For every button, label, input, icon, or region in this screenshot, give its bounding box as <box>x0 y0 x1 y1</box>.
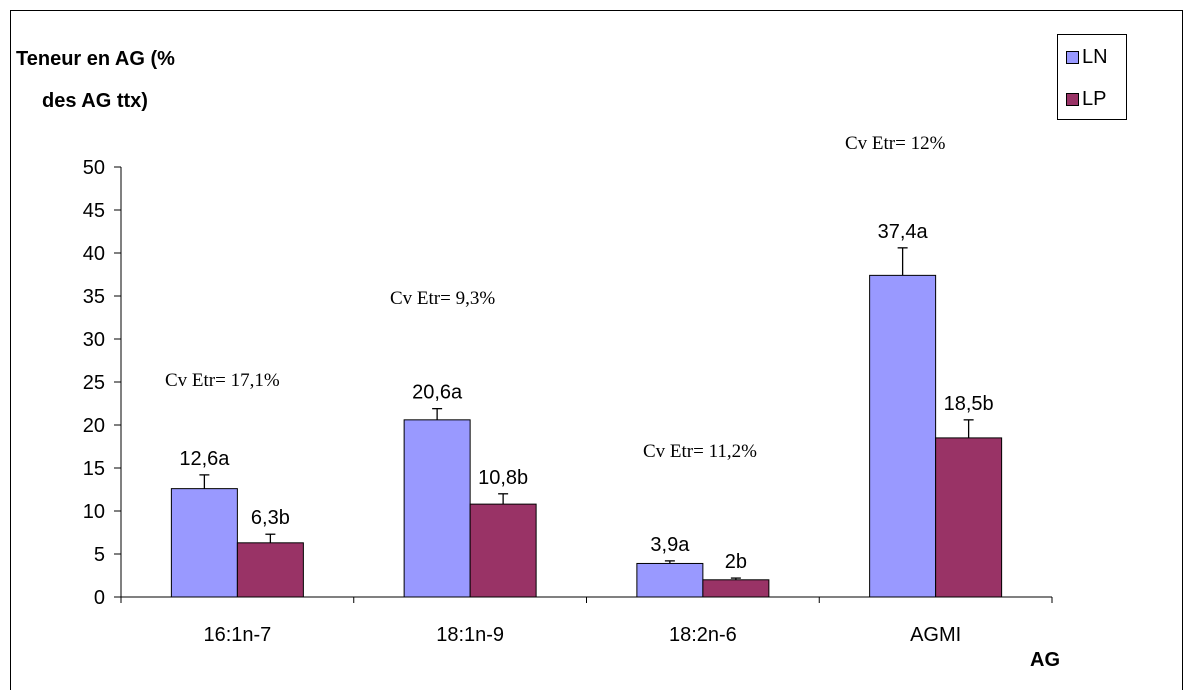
bar-lp-3 <box>702 579 770 598</box>
cv-annotation-18-2n-6: Cv Etr= 11,2% <box>643 441 757 462</box>
y-tick-label: 20 <box>83 415 105 437</box>
x-tick-label: AGMI <box>910 624 961 646</box>
data-label-ln: 3,9a <box>650 534 690 556</box>
chart-frame <box>10 10 1183 690</box>
legend-label-ln: LN <box>1082 45 1108 68</box>
legend-item-lp: LP <box>1066 87 1106 111</box>
y-tick-label: 0 <box>94 587 105 609</box>
cv-annotation-16-1n-7: Cv Etr= 17,1% <box>165 370 280 391</box>
y-tick-label: 15 <box>83 458 105 480</box>
data-label-ln: 37,4a <box>878 221 929 243</box>
y-tick-label: 30 <box>83 329 105 351</box>
legend: LN LP <box>1057 34 1127 120</box>
legend-label-lp: LP <box>1082 87 1107 110</box>
y-tick-label: 25 <box>83 372 105 394</box>
y-axis-title-line1: Teneur en AG (% <box>16 48 175 70</box>
data-label-lp: 6,3b <box>251 507 290 529</box>
cv-annotation-agmi: Cv Etr= 12% <box>845 133 946 154</box>
y-tick-label: 5 <box>94 544 105 566</box>
bar-lp-4 <box>935 437 1003 598</box>
bar-ln-3 <box>636 562 704 598</box>
x-tick-label: 18:1n-9 <box>436 624 504 646</box>
y-tick-label: 40 <box>83 243 105 265</box>
x-axis-title: AG <box>1030 649 1060 671</box>
data-label-lp: 18,5b <box>944 393 994 415</box>
bar-ln-1 <box>170 488 238 598</box>
legend-item-ln: LN <box>1066 45 1108 69</box>
bar-lp-1 <box>236 542 304 598</box>
data-label-ln: 12,6a <box>179 448 230 470</box>
y-tick-label: 10 <box>83 501 105 523</box>
y-tick-label: 50 <box>83 157 105 179</box>
data-label-ln: 20,6a <box>412 382 463 404</box>
data-label-lp: 10,8b <box>478 467 528 489</box>
x-tick-label: 16:1n-7 <box>203 624 271 646</box>
bar-lp-2 <box>469 503 537 598</box>
y-tick-label: 35 <box>83 286 105 308</box>
cv-annotation-18-1n-9: Cv Etr= 9,3% <box>390 288 496 309</box>
y-axis-title-line2: des AG ttx) <box>42 90 148 112</box>
bar-ln-2 <box>403 419 471 598</box>
y-tick-label: 45 <box>83 200 105 222</box>
legend-swatch-ln <box>1066 50 1079 64</box>
legend-swatch-lp <box>1066 92 1079 106</box>
data-label-lp: 2b <box>725 551 747 573</box>
bar-ln-4 <box>869 274 937 598</box>
x-tick-label: 18:2n-6 <box>669 624 737 646</box>
